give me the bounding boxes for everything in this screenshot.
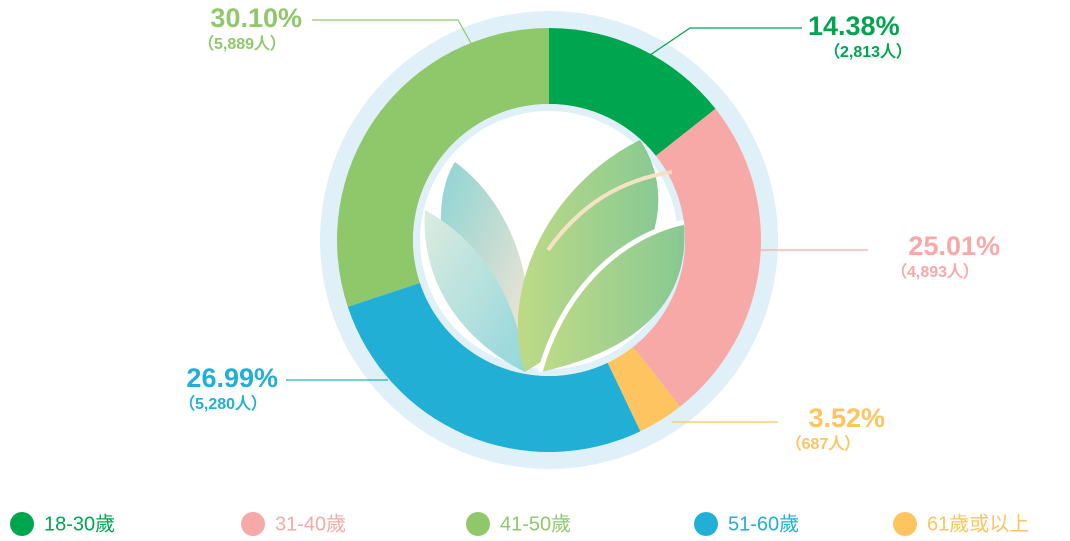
leader-line bbox=[649, 27, 802, 56]
count-label: （4,893人） bbox=[891, 263, 979, 281]
count-label: （687人） bbox=[786, 435, 861, 453]
leaf-decoration bbox=[424, 140, 685, 373]
donut-slice bbox=[336, 28, 549, 307]
count-label: （5,280人） bbox=[179, 395, 267, 413]
legend-marker bbox=[893, 512, 917, 536]
legend-marker bbox=[466, 512, 490, 536]
legend-label: 31-40歲 bbox=[275, 512, 346, 535]
count-label: （2,813人） bbox=[824, 43, 912, 61]
legend-label: 41-50歲 bbox=[500, 512, 571, 535]
value-label: 26.99% bbox=[186, 363, 278, 393]
legend-marker bbox=[694, 512, 718, 536]
legend-marker bbox=[10, 512, 34, 536]
value-label: 25.01% bbox=[908, 231, 1000, 261]
count-label: （5,889人） bbox=[198, 35, 286, 53]
legend-label: 18-30歲 bbox=[44, 512, 115, 535]
legend-label: 61歲或以上 bbox=[927, 512, 1029, 535]
value-label: 30.10% bbox=[210, 3, 302, 33]
value-label: 14.38% bbox=[808, 11, 900, 41]
value-label: 3.52% bbox=[808, 403, 885, 433]
donut-slice bbox=[347, 282, 641, 453]
legend-marker bbox=[241, 512, 265, 536]
donut-slice bbox=[549, 28, 716, 156]
donut-slice bbox=[633, 108, 762, 407]
legend-label: 51-60歲 bbox=[728, 512, 799, 535]
donut-slice bbox=[607, 346, 681, 432]
leader-line bbox=[312, 19, 473, 46]
